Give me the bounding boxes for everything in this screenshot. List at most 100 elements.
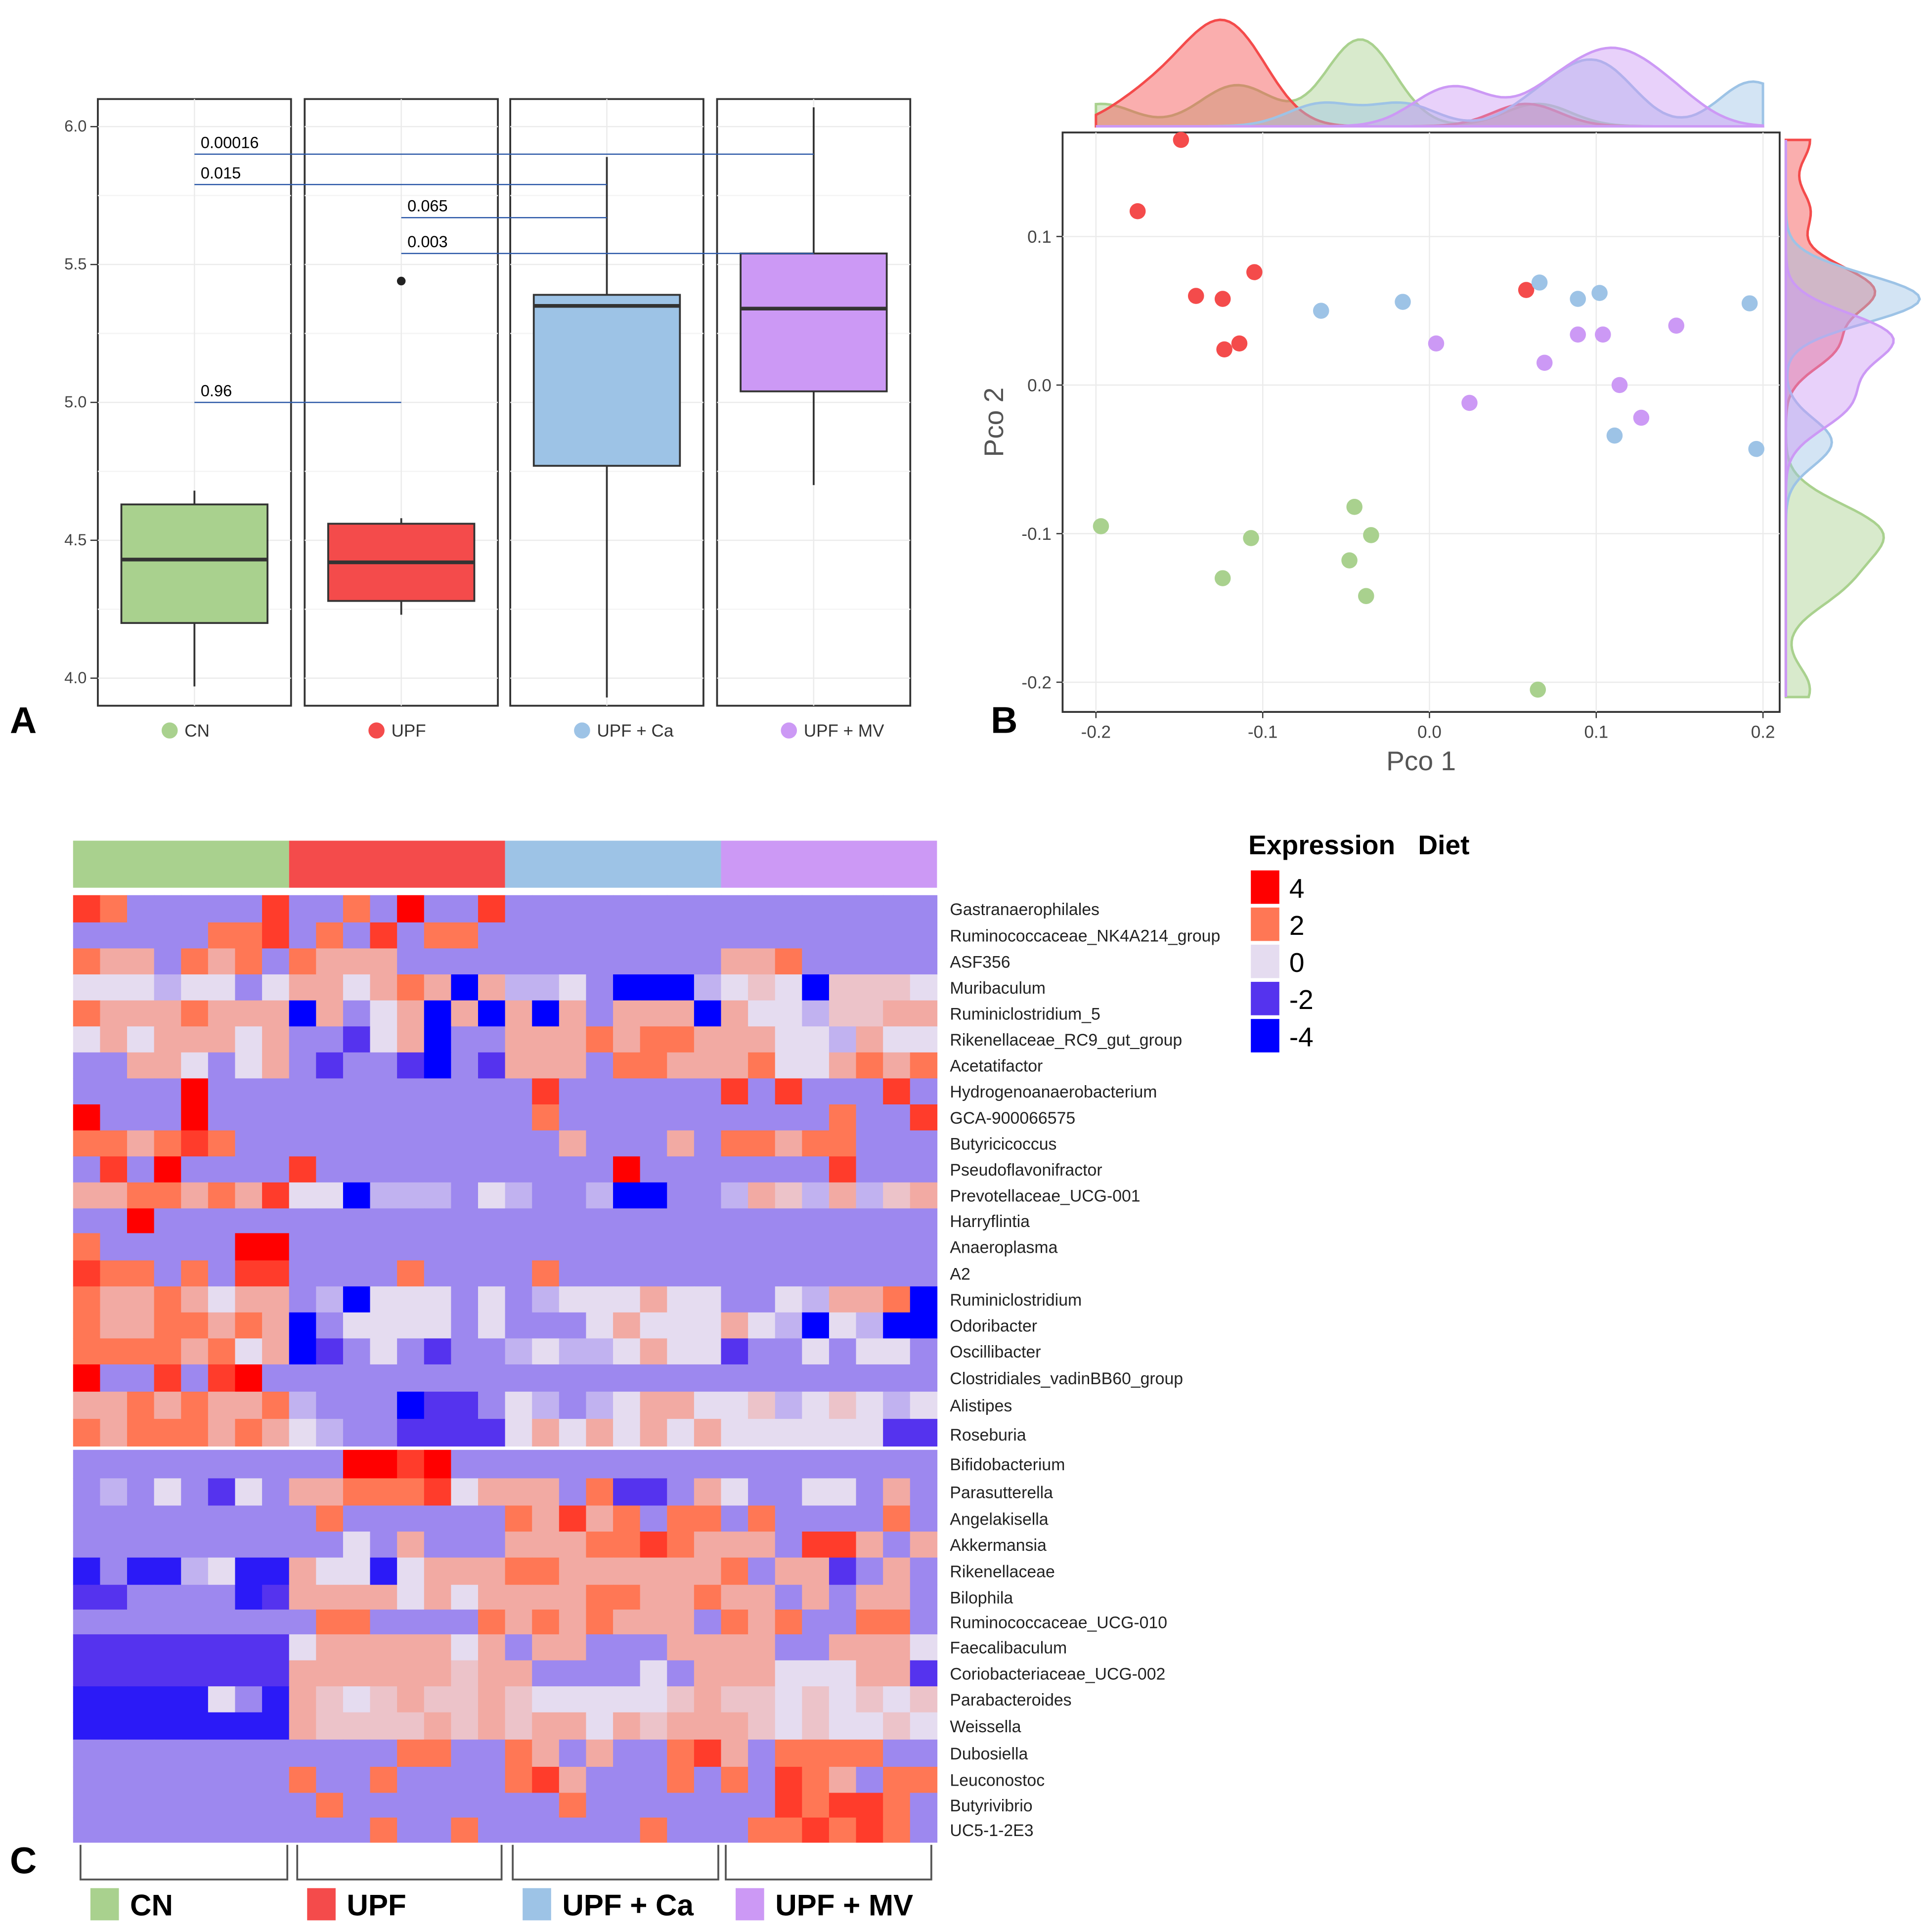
heatmap-cell <box>370 1338 397 1365</box>
heatmap-cell <box>127 1260 155 1287</box>
heatmap-cell <box>289 1660 317 1687</box>
heatmap-cell <box>181 1104 209 1131</box>
heatmap-cell <box>73 1052 101 1079</box>
heatmap-cell <box>748 1104 776 1131</box>
heatmap-cell <box>613 1260 641 1287</box>
heatmap-cell <box>424 1686 452 1713</box>
heatmap-cell <box>505 1766 532 1794</box>
heatmap-cell <box>100 1078 128 1105</box>
heatmap-cell <box>73 1584 101 1610</box>
row-label: Anaeroplasma <box>950 1238 1057 1257</box>
heatmap-cell <box>613 974 641 1001</box>
heatmap-cell <box>883 1505 911 1532</box>
heatmap-cell <box>208 1052 236 1079</box>
heatmap-cell <box>802 1766 830 1794</box>
heatmap-cell <box>127 1156 155 1183</box>
heatmap-cell <box>478 1104 506 1131</box>
heatmap-cell <box>127 1660 155 1687</box>
heatmap-cell <box>775 974 803 1001</box>
panel-c-heatmap: Gastranaerophilales Ruminococcaceae_NK4A2… <box>73 830 1469 1922</box>
heatmap-cell <box>424 1233 452 1261</box>
row-label: Odoribacter <box>950 1317 1037 1336</box>
heatmap-cell <box>73 1793 101 1818</box>
heatmap-cell <box>262 1766 290 1794</box>
heatmap-cell <box>73 1338 101 1365</box>
heatmap-cell <box>424 1609 452 1635</box>
row-label: Pseudoflavonifractor <box>950 1161 1102 1180</box>
heatmap-cell <box>181 1505 209 1532</box>
heatmap-cell <box>505 1739 532 1767</box>
heatmap-cell <box>559 1766 587 1794</box>
box-iqr <box>740 252 888 393</box>
group-bracket <box>725 1844 932 1881</box>
heatmap-cell <box>370 1505 397 1532</box>
heatmap-cell <box>127 1505 155 1532</box>
heatmap-cell <box>370 948 397 975</box>
heatmap-cell <box>856 1686 883 1713</box>
heatmap-cell <box>748 974 776 1001</box>
heatmap-cell <box>397 1505 425 1532</box>
heatmap-cell <box>640 1078 668 1105</box>
heatmap-cell <box>613 948 641 975</box>
heatmap-cell <box>856 1660 883 1687</box>
heatmap-cell <box>100 1660 128 1687</box>
heatmap-cell <box>73 1449 101 1479</box>
legend-dot <box>368 722 385 739</box>
heatmap-cell <box>775 1766 803 1794</box>
heatmap-cell <box>235 1739 263 1767</box>
heatmap-cell <box>478 1817 506 1843</box>
heatmap-cell <box>397 1609 425 1635</box>
heatmap-cell <box>910 974 938 1001</box>
heatmap-cell <box>559 1156 587 1183</box>
heatmap-cell <box>856 1286 883 1313</box>
heatmap-cell <box>478 1505 506 1532</box>
heatmap-cell <box>154 1364 182 1392</box>
heatmap-cell <box>127 1104 155 1131</box>
heatmap-cell <box>478 1286 506 1313</box>
heatmap-cell <box>478 1026 506 1053</box>
heatmap-cell <box>667 1286 695 1313</box>
heatmap-cell <box>613 1392 641 1419</box>
heatmap-cell <box>127 974 155 1001</box>
heatmap-cell <box>694 1052 722 1079</box>
heatmap-cell <box>910 1739 938 1767</box>
heatmap-cell <box>586 1793 614 1818</box>
heatmap-cell <box>532 1130 560 1157</box>
heatmap-cell <box>235 1419 263 1447</box>
heatmap-cell <box>721 948 748 975</box>
heatmap-cell <box>397 1000 425 1027</box>
heatmap-cell <box>586 1766 614 1794</box>
heatmap-cell <box>505 1078 532 1105</box>
heatmap-cell <box>856 1793 883 1818</box>
heatmap-cell <box>829 1660 857 1687</box>
heatmap-cell <box>316 1686 344 1713</box>
heatmap-cell <box>154 1104 182 1131</box>
heatmap-cell <box>856 1312 883 1339</box>
heatmap-cell <box>478 948 506 975</box>
heatmap-cell <box>802 974 830 1001</box>
heatmap-cell <box>424 1104 452 1131</box>
heatmap-cell <box>910 1766 938 1794</box>
heatmap-cell <box>262 974 290 1001</box>
scatter-point <box>1633 409 1650 426</box>
heatmap-cell <box>856 1584 883 1610</box>
heatmap-cell <box>451 948 479 975</box>
column-group-bar <box>505 840 721 888</box>
heatmap-cell <box>721 1634 748 1661</box>
heatmap-cell <box>721 1449 748 1479</box>
heatmap-cell <box>640 1609 668 1635</box>
heatmap-cell <box>370 1392 397 1419</box>
heatmap-cell <box>613 1156 641 1183</box>
heatmap-cell <box>154 1532 182 1558</box>
heatmap-cell <box>586 1557 614 1585</box>
heatmap-cell <box>424 1532 452 1558</box>
heatmap-cell <box>289 922 317 949</box>
heatmap-cell <box>127 1449 155 1479</box>
panel-label-b: B <box>991 700 1017 741</box>
heatmap-cell <box>208 1392 236 1419</box>
heatmap-cell <box>613 1233 641 1261</box>
heatmap-cell <box>451 1078 479 1105</box>
row-label: Dubosiella <box>950 1745 1028 1763</box>
heatmap-cell <box>289 974 317 1001</box>
heatmap-cell <box>370 1026 397 1053</box>
